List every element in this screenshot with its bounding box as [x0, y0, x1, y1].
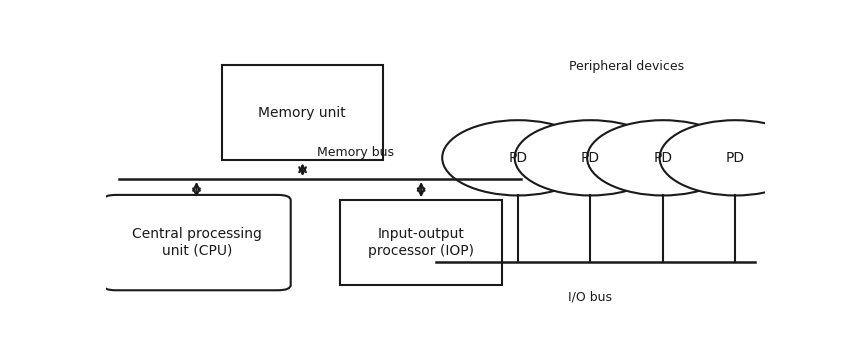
Text: Memory bus: Memory bus	[317, 146, 394, 159]
Text: Memory unit: Memory unit	[258, 106, 346, 120]
Text: Central processing
unit (CPU): Central processing unit (CPU)	[132, 227, 262, 258]
Ellipse shape	[660, 120, 811, 195]
Ellipse shape	[514, 120, 666, 195]
Text: PD: PD	[508, 151, 528, 165]
Text: PD: PD	[726, 151, 745, 165]
FancyBboxPatch shape	[340, 200, 501, 285]
Text: I/O bus: I/O bus	[569, 290, 613, 303]
Ellipse shape	[587, 120, 739, 195]
FancyBboxPatch shape	[103, 195, 291, 290]
Text: Input-output
processor (IOP): Input-output processor (IOP)	[368, 227, 473, 258]
FancyBboxPatch shape	[222, 65, 382, 160]
Text: PD: PD	[581, 151, 600, 165]
Ellipse shape	[442, 120, 593, 195]
Text: Peripheral devices: Peripheral devices	[570, 60, 684, 73]
Text: PD: PD	[654, 151, 672, 165]
